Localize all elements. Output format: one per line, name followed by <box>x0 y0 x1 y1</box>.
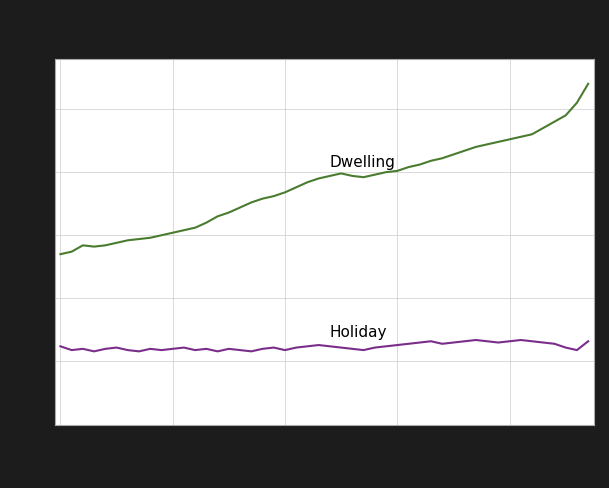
Text: Dwelling: Dwelling <box>330 155 396 170</box>
Text: Holiday: Holiday <box>330 325 387 340</box>
